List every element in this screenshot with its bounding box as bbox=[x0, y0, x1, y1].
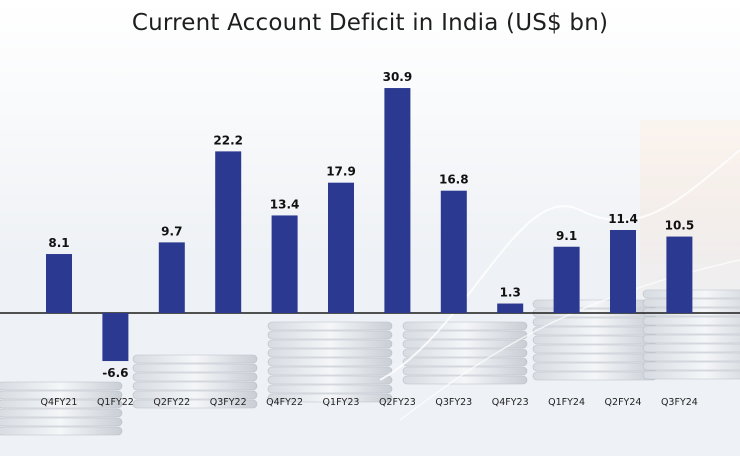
bar-q3fy22 bbox=[215, 151, 242, 313]
coin bbox=[642, 334, 740, 344]
coin bbox=[642, 370, 740, 380]
coin bbox=[267, 348, 393, 358]
data-label-q2fy23: 30.9 bbox=[383, 70, 413, 84]
data-label-q2fy22: 9.7 bbox=[161, 224, 182, 238]
coin bbox=[267, 375, 393, 385]
bar-q4fy23 bbox=[497, 303, 524, 313]
coin bbox=[642, 361, 740, 371]
coin bbox=[402, 375, 528, 385]
data-label-q4fy21: 8.1 bbox=[48, 236, 69, 250]
category-label-q3fy22: Q3FY22 bbox=[210, 397, 247, 408]
coin bbox=[267, 339, 393, 349]
coin bbox=[402, 366, 528, 376]
data-label-q1fy22: -6.6 bbox=[102, 366, 128, 380]
data-label-q3fy23: 16.8 bbox=[439, 173, 469, 187]
coin bbox=[0, 390, 123, 400]
coin bbox=[642, 325, 740, 335]
coin bbox=[132, 390, 258, 400]
bar-q1fy23 bbox=[328, 182, 354, 313]
coin bbox=[402, 339, 528, 349]
data-label-q3fy24: 10.5 bbox=[665, 219, 695, 233]
category-label-q1fy24: Q1FY24 bbox=[548, 397, 585, 408]
data-label-q1fy23: 17.9 bbox=[326, 165, 356, 179]
data-label-q1fy24: 9.1 bbox=[556, 229, 577, 243]
bar-q2fy24 bbox=[610, 230, 636, 313]
coin bbox=[267, 330, 393, 340]
category-label-q1fy23: Q1FY23 bbox=[323, 397, 360, 408]
coin bbox=[402, 357, 528, 367]
coin bbox=[267, 321, 393, 331]
coin bbox=[0, 399, 123, 409]
coin bbox=[132, 381, 258, 391]
coin bbox=[642, 316, 740, 326]
coin bbox=[402, 321, 528, 331]
category-label-q4fy23: Q4FY23 bbox=[492, 397, 529, 408]
coin bbox=[0, 381, 123, 391]
bar-q4fy21 bbox=[46, 254, 72, 313]
coin bbox=[267, 384, 393, 394]
data-label-q4fy23: 1.3 bbox=[500, 286, 521, 300]
category-label-q3fy23: Q3FY23 bbox=[435, 397, 472, 408]
coin bbox=[132, 354, 258, 364]
category-label-q3fy24: Q3FY24 bbox=[661, 397, 698, 408]
bar-q4fy22 bbox=[271, 215, 298, 313]
data-label-q3fy22: 22.2 bbox=[213, 133, 243, 147]
bar-q1fy24 bbox=[553, 246, 580, 313]
coin bbox=[132, 399, 258, 409]
bar-q2fy22 bbox=[158, 242, 185, 313]
coin bbox=[0, 426, 123, 436]
coin bbox=[642, 352, 740, 362]
category-label-q1fy22: Q1FY22 bbox=[97, 397, 134, 408]
coin bbox=[132, 363, 258, 373]
data-label-q4fy22: 13.4 bbox=[270, 197, 300, 211]
coin bbox=[267, 393, 393, 403]
category-label-q4fy22: Q4FY22 bbox=[266, 397, 303, 408]
data-label-q2fy24: 11.4 bbox=[608, 212, 638, 226]
category-label-q2fy24: Q2FY24 bbox=[605, 397, 642, 408]
coin bbox=[132, 372, 258, 382]
bar-q1fy22 bbox=[102, 313, 129, 362]
category-label-q2fy23: Q2FY23 bbox=[379, 397, 416, 408]
category-label-q4fy21: Q4FY21 bbox=[41, 397, 78, 408]
bar-q3fy23 bbox=[440, 190, 467, 313]
chart-title: Current Account Deficit in India (US$ bn… bbox=[131, 10, 609, 36]
coin bbox=[402, 348, 528, 358]
coin bbox=[0, 408, 123, 418]
coin bbox=[267, 366, 393, 376]
coin bbox=[642, 343, 740, 353]
bar-q2fy23 bbox=[384, 88, 411, 313]
coin bbox=[0, 417, 123, 427]
category-label-q2fy22: Q2FY22 bbox=[153, 397, 190, 408]
bar-q3fy24 bbox=[666, 236, 693, 313]
coin bbox=[267, 357, 393, 367]
